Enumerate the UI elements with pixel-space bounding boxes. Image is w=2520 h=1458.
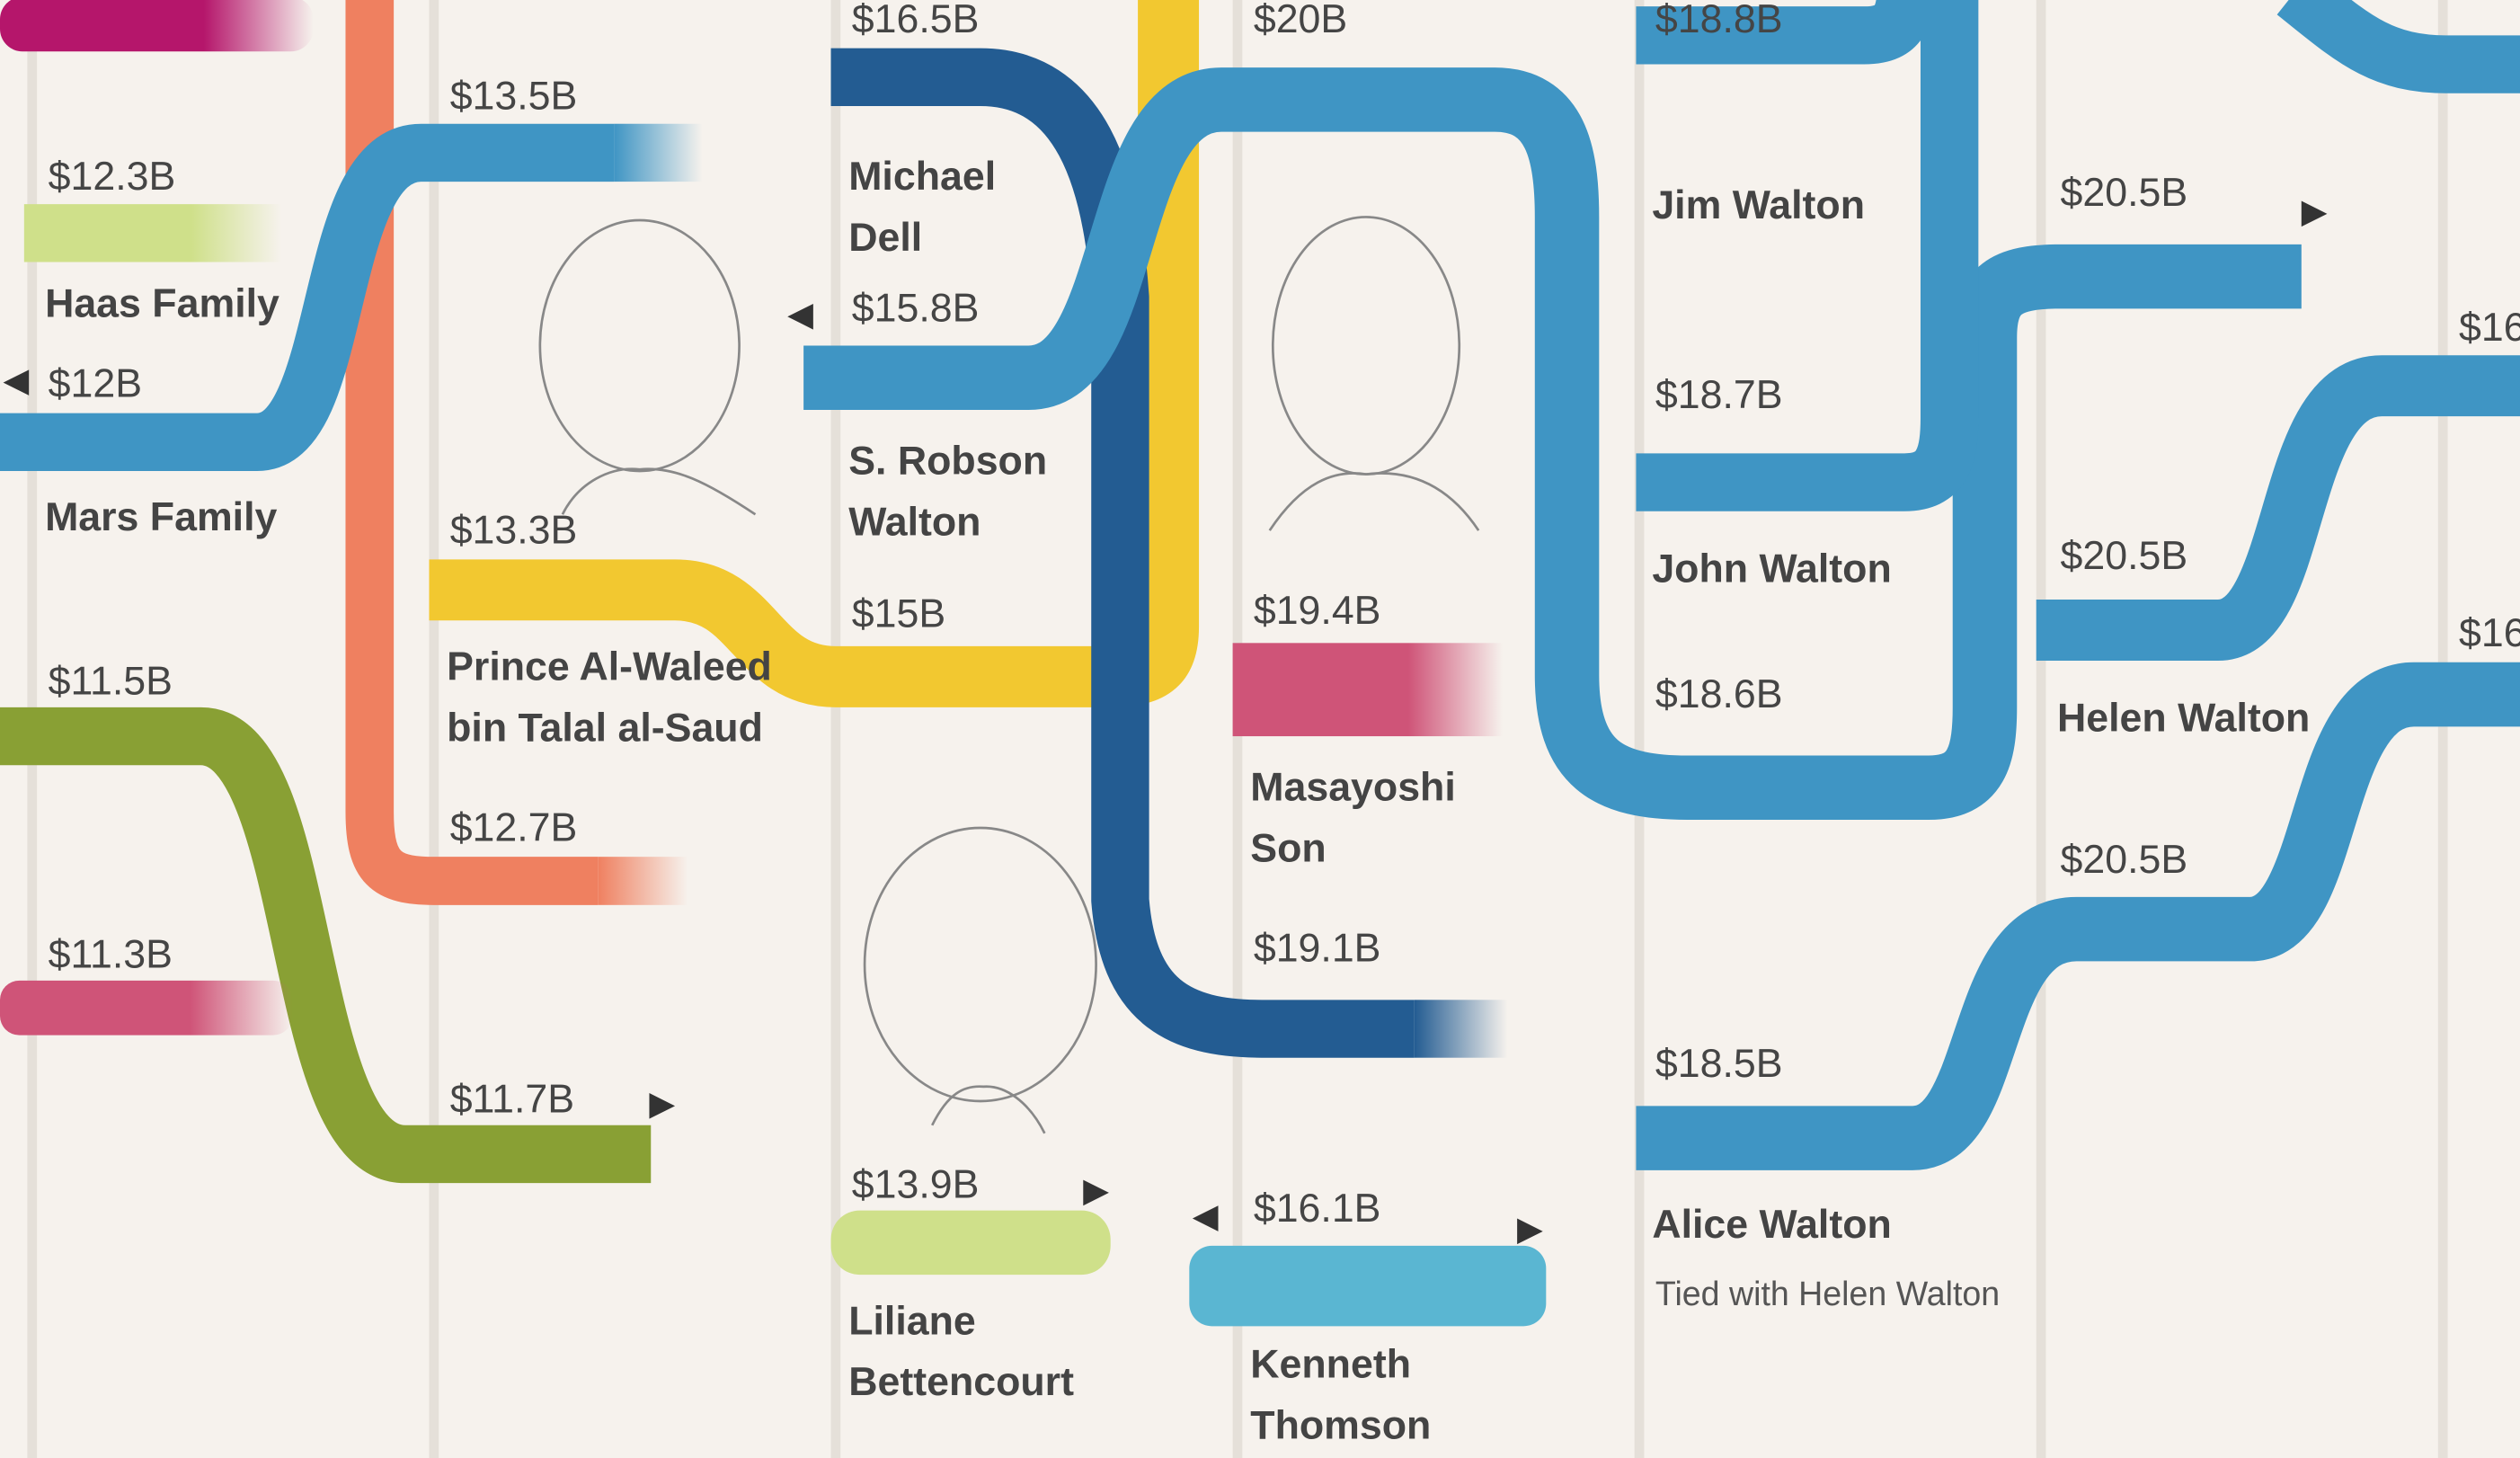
band (1636, 662, 2520, 1170)
name-label: Michael (848, 155, 996, 199)
name-label: Mars Family (45, 495, 277, 539)
portrait (1268, 472, 1480, 531)
value-label: $16 (2459, 306, 2520, 350)
arrow (3, 369, 30, 396)
value-label: $11.3B (49, 933, 173, 977)
band (2036, 355, 2520, 661)
value-label: $11.7B (450, 1078, 574, 1122)
name-label: Alice Walton (1652, 1203, 1891, 1247)
band (1636, 0, 1935, 65)
value-label: $13.5B (450, 75, 578, 119)
labels: $12.3B Haas Family $12B Mars Family $11.5B $1… (45, 0, 2520, 1448)
value-label: $16.5B (852, 0, 980, 41)
value-label: $19.1B (1254, 926, 1381, 970)
band (23, 204, 281, 262)
arrow (787, 304, 813, 330)
name-label: Liliane (848, 1299, 976, 1343)
band-fade (598, 857, 688, 905)
value-label: $20.5B (2061, 838, 2188, 882)
name-label: Prince Al-Waleed (447, 645, 772, 689)
name-label: Dell (848, 216, 922, 260)
band (1636, 0, 1979, 511)
portrait (1271, 216, 1461, 476)
band (429, 0, 1200, 707)
name-label: Walton (848, 501, 980, 545)
band (345, 0, 599, 905)
name-label: Masayoshi (1250, 766, 1456, 810)
value-label: $12B (49, 362, 142, 406)
arrow (649, 1093, 676, 1119)
band (0, 0, 314, 52)
value-label: $16.1B (1254, 1187, 1381, 1231)
band-fade (614, 123, 703, 182)
value-label: $13.3B (450, 508, 578, 552)
portraits (538, 216, 1480, 1134)
band (830, 1210, 1111, 1276)
name-label: Thomson (1250, 1404, 1431, 1448)
portrait (930, 1085, 1046, 1134)
band (2276, 0, 2520, 93)
name-label: John Walton (1652, 547, 1891, 591)
name-label: Jim Walton (1652, 183, 1865, 227)
arrow (1192, 1205, 1219, 1231)
name-label: Bettencourt (848, 1360, 1074, 1404)
band (0, 980, 293, 1036)
name-label: Haas Family (45, 281, 280, 325)
band (0, 707, 652, 1184)
portrait (863, 826, 1097, 1103)
value-label: $13.9B (852, 1162, 980, 1206)
band (803, 67, 2302, 821)
value-label: $16 (2459, 611, 2520, 655)
value-label: $20.5B (2061, 534, 2188, 578)
portrait (538, 218, 741, 473)
value-label: $19.4B (1254, 589, 1381, 633)
name-label: Son (1250, 827, 1326, 871)
name-label: bin Talal al-Saud (447, 706, 763, 750)
value-label: $20.5B (2061, 171, 2188, 215)
value-label: $18.5B (1655, 1042, 1783, 1086)
arrows (3, 200, 2328, 1245)
value-label: $15B (852, 591, 945, 636)
portrait (561, 467, 757, 516)
name-label: Kenneth (1250, 1343, 1411, 1387)
value-label: $20B (1254, 0, 1347, 41)
value-label: $18.6B (1655, 672, 1783, 716)
value-label: $11.5B (49, 660, 173, 704)
note-label: Tied with Helen Walton (1655, 1275, 2000, 1312)
band (1189, 1245, 1547, 1327)
band-fade (1414, 1000, 1508, 1058)
band (1232, 643, 1504, 737)
bands (0, 0, 2520, 1327)
value-label: $12.3B (49, 155, 176, 199)
name-label: Helen Walton (2057, 697, 2310, 741)
arrow (1083, 1179, 1109, 1206)
value-label: $12.7B (450, 805, 578, 849)
value-label: $18.8B (1655, 0, 1783, 41)
band (0, 123, 615, 471)
value-label: $18.7B (1655, 373, 1783, 417)
arrow (2301, 200, 2328, 227)
name-label: S. Robson (848, 440, 1047, 484)
column-separators (27, 0, 2448, 1458)
arrow (1517, 1218, 1543, 1245)
value-label: $15.8B (852, 287, 980, 331)
